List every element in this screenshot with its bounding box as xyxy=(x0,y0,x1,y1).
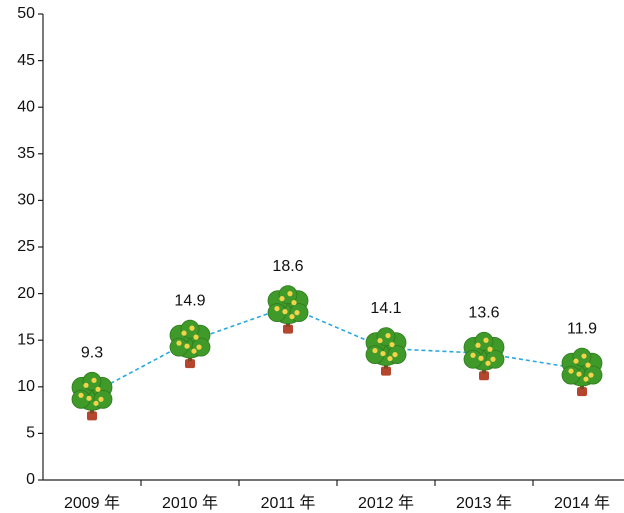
tree-fruit xyxy=(289,314,295,320)
tree-pot xyxy=(283,324,293,334)
tree-fruit xyxy=(588,372,594,378)
data-line xyxy=(91,305,583,395)
tree-fruit xyxy=(181,330,187,336)
tree-fruit xyxy=(184,343,190,349)
x-tick-label: 2013 年 xyxy=(456,494,512,512)
tree-fruit xyxy=(490,356,496,362)
y-tick-label: 15 xyxy=(17,331,35,348)
y-tick-label: 25 xyxy=(17,238,35,255)
tree-fruit xyxy=(95,386,101,392)
tree-fruit xyxy=(372,347,378,354)
y-tick-label: 5 xyxy=(26,425,35,442)
x-tick-label: 2014 年 xyxy=(554,494,610,512)
y-tick-label: 10 xyxy=(17,378,35,395)
tree-fruit xyxy=(568,368,574,374)
tree-marker xyxy=(365,327,407,376)
tree-fruit xyxy=(573,358,579,364)
tree-fruit xyxy=(189,325,195,331)
tree-fruit xyxy=(377,337,383,344)
y-tick-label: 50 xyxy=(17,5,35,22)
data-label: 9.3 xyxy=(81,345,103,362)
tree-fruit xyxy=(196,344,202,350)
tree-fruit xyxy=(282,309,288,315)
x-tick-label: 2012 年 xyxy=(358,494,414,512)
tree-fruit xyxy=(475,342,481,348)
tree-fruit xyxy=(380,350,386,357)
x-tick-label: 2010 年 xyxy=(162,494,218,512)
tree-fruit xyxy=(583,376,589,382)
y-tick-label: 40 xyxy=(17,98,35,115)
y-tick-label: 30 xyxy=(17,192,35,209)
tree-marker xyxy=(561,347,603,397)
tree-fruit xyxy=(98,396,104,402)
tree-pot xyxy=(479,371,489,381)
data-label: 13.6 xyxy=(468,304,499,321)
tree-fruit xyxy=(279,296,285,302)
data-label: 14.9 xyxy=(174,292,205,309)
tree-marker xyxy=(267,285,309,334)
tree-fruit xyxy=(83,382,89,388)
tree-fruit xyxy=(176,340,182,346)
tree-pot xyxy=(381,366,391,376)
y-tick-label: 35 xyxy=(17,145,35,162)
x-tick-label: 2011 年 xyxy=(261,494,316,512)
tree-fruit xyxy=(274,306,280,312)
tree-fruit xyxy=(576,371,582,377)
tree-fruit xyxy=(470,352,476,358)
tree-fruit xyxy=(483,337,489,343)
data-label: 11.9 xyxy=(567,320,597,337)
tree-fruit xyxy=(385,332,391,339)
tree-fruit xyxy=(581,353,587,359)
y-tick-label: 20 xyxy=(17,285,35,302)
tree-fruit xyxy=(478,355,484,361)
x-tick-label: 2009 年 xyxy=(64,494,120,512)
tree-pot xyxy=(577,387,587,397)
tree-fruit xyxy=(93,400,99,406)
tree-fruit xyxy=(294,310,300,316)
tree-fruit xyxy=(585,362,591,368)
tree-fruit xyxy=(387,355,393,362)
tree-pot xyxy=(185,359,195,369)
tree-fruit xyxy=(487,346,493,352)
tree-marker xyxy=(169,319,211,369)
data-label: 18.6 xyxy=(272,258,303,275)
tree-fruit xyxy=(287,291,293,297)
tree-fruit xyxy=(193,334,199,340)
tree-fruit xyxy=(485,360,491,366)
tree-fruit xyxy=(191,348,197,354)
tree-fruit xyxy=(291,300,297,306)
y-tick-label: 45 xyxy=(17,52,35,69)
tree-fruit xyxy=(78,392,84,398)
tree-fruit xyxy=(86,395,92,401)
data-label: 14.1 xyxy=(370,300,401,317)
tree-pot xyxy=(87,411,97,421)
y-tick-label: 0 xyxy=(26,471,35,488)
tree-fruit xyxy=(392,351,398,358)
tree-fruit xyxy=(91,377,97,383)
tree-marker xyxy=(71,371,113,421)
tree-marker xyxy=(463,331,505,381)
tree-fruit xyxy=(389,341,395,348)
